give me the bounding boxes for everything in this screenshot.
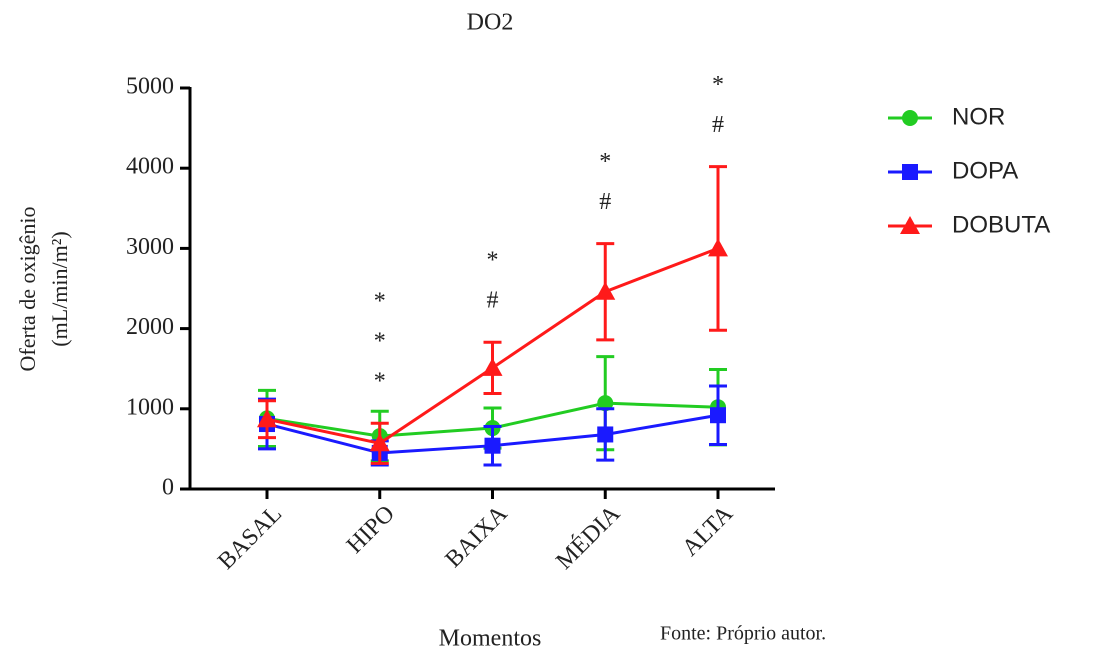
x-tick-label: HIPO (342, 501, 400, 559)
legend-marker (902, 164, 918, 180)
legend-label: DOBUTA (952, 211, 1050, 238)
significance-mark: # (712, 112, 724, 138)
y-tick-label: 3000 (126, 234, 174, 260)
significance-mark: * (599, 149, 611, 175)
x-tick-label: BASAL (213, 501, 287, 575)
significance-mark: * (374, 329, 386, 355)
significance-mark: # (599, 189, 611, 215)
significance-mark: * (374, 289, 386, 315)
legend-label: DOPA (952, 157, 1018, 184)
significance-mark: # (487, 288, 499, 314)
significance-mark: * (487, 248, 499, 274)
legend-marker (902, 110, 918, 126)
significance-mark: * (374, 369, 386, 395)
data-point (708, 238, 728, 257)
y-tick-label: 0 (162, 475, 174, 501)
legend-label: NOR (952, 103, 1005, 130)
data-point (257, 409, 277, 428)
y-tick-label: 1000 (126, 394, 174, 420)
data-point (482, 357, 503, 376)
source-note: Fonte: Próprio autor. (660, 623, 826, 645)
x-tick-label: BAIXA (441, 500, 514, 573)
y-tick-label: 5000 (126, 74, 174, 100)
y-axis-label: Oferta de oxigênio (15, 207, 40, 372)
x-tick-label: ALTA (677, 500, 738, 561)
data-point (710, 407, 726, 424)
y-axis-label: (mL/min/m²) (47, 231, 72, 346)
legend-marker (900, 216, 920, 234)
data-point (597, 395, 614, 412)
x-axis-label: Momentos (439, 626, 542, 652)
data-point (484, 437, 501, 454)
y-tick-label: 2000 (126, 314, 174, 340)
data-point (595, 281, 616, 300)
y-tick-label: 4000 (126, 154, 174, 180)
significance-mark: * (712, 72, 724, 98)
data-point (369, 433, 390, 452)
data-point (597, 426, 614, 443)
chart-title: DO2 (467, 10, 514, 36)
x-tick-label: MÉDIA (551, 500, 625, 574)
